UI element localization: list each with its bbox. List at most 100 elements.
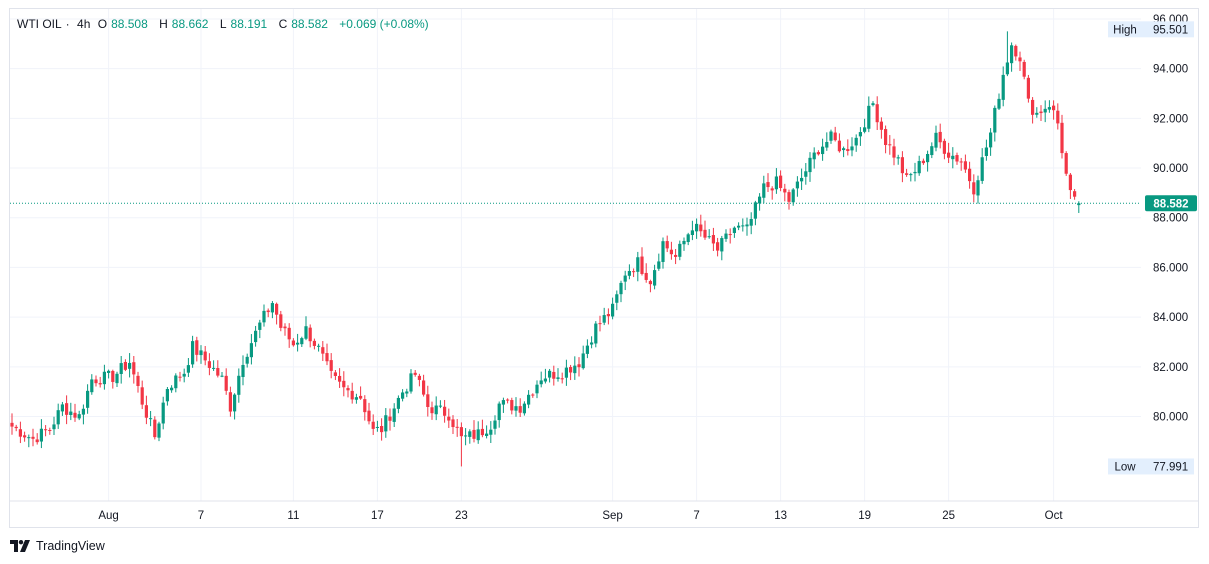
candle-body[interactable] [728,234,732,236]
candle-body[interactable] [60,404,64,412]
candle-body[interactable] [636,257,640,272]
candle-body[interactable] [451,419,455,428]
candle-body[interactable] [191,341,195,365]
candle-body[interactable] [111,370,115,382]
candle-body[interactable] [850,146,854,151]
candle-body[interactable] [993,107,997,133]
candle-body[interactable] [762,183,766,198]
candle-body[interactable] [283,326,287,329]
tradingview-logo[interactable]: TradingView [10,539,105,553]
candle-body[interactable] [413,372,417,375]
candle-body[interactable] [737,225,741,228]
candle-body[interactable] [787,192,791,202]
candle-body[interactable] [690,230,694,236]
candle-body[interactable] [720,238,724,252]
candle-body[interactable] [94,379,98,384]
candle-body[interactable] [926,154,930,163]
candle-body[interactable] [1031,99,1035,115]
candle-body[interactable] [438,405,442,407]
candle-body[interactable] [115,373,119,384]
candle-body[interactable] [909,174,913,176]
candle-body[interactable] [623,275,627,282]
candle-body[interactable] [573,365,577,374]
candle-body[interactable] [86,390,90,408]
candle-body[interactable] [157,423,161,438]
candle-body[interactable] [119,363,123,374]
candle-body[interactable] [485,433,489,436]
candle-body[interactable] [917,161,921,174]
candle-body[interactable] [527,394,531,405]
candle-body[interactable] [44,429,48,431]
candle-body[interactable] [921,160,925,164]
candle-body[interactable] [275,303,279,315]
candle-body[interactable] [312,340,316,346]
candle-body[interactable] [695,223,699,232]
candle-body[interactable] [539,380,543,385]
candle-body[interactable] [392,408,396,422]
candle-body[interactable] [430,407,434,414]
candle-body[interactable] [56,410,60,425]
candle-body[interactable] [674,254,678,257]
candle-body[interactable] [140,387,144,405]
candle-body[interactable] [153,419,157,438]
candle-body[interactable] [703,229,707,238]
candle-body[interactable] [228,392,232,412]
candle-body[interactable] [199,350,203,356]
candle-body[interactable] [1056,110,1060,124]
candle-body[interactable] [514,406,518,411]
candle-body[interactable] [510,400,514,411]
candle-body[interactable] [816,152,820,155]
candle-body[interactable] [758,196,762,204]
candle-body[interactable] [732,227,736,234]
candle-body[interactable] [955,155,959,162]
candle-body[interactable] [266,310,270,313]
candle-body[interactable] [123,361,127,370]
candle-body[interactable] [560,378,564,380]
candle-body[interactable] [640,256,644,274]
candle-body[interactable] [905,173,909,175]
candle-body[interactable] [39,428,43,442]
candle-body[interactable] [611,303,615,317]
candle-body[interactable] [1039,111,1043,114]
candle-body[interactable] [657,261,661,269]
candle-body[interactable] [1005,62,1009,75]
candle-body[interactable] [1077,203,1081,206]
candle-body[interactable] [237,375,241,395]
candle-body[interactable] [14,426,18,429]
candle-body[interactable] [699,224,703,232]
candle-body[interactable] [716,242,720,251]
candle-body[interactable] [963,161,967,170]
candle-body[interactable] [102,371,106,385]
candle-body[interactable] [947,152,951,158]
candle-body[interactable] [170,387,174,391]
candle-body[interactable] [648,281,652,285]
candle-body[interactable] [522,403,526,414]
candle-body[interactable] [804,171,808,177]
candle-body[interactable] [783,188,787,193]
candle-body[interactable] [422,380,426,395]
candle-body[interactable] [182,373,186,377]
candle-body[interactable] [132,362,136,375]
candle-body[interactable] [480,428,484,436]
candle-body[interactable] [829,131,833,141]
candle-body[interactable] [665,241,669,249]
candle-body[interactable] [459,427,463,437]
candle-body[interactable] [18,429,22,437]
candle-body[interactable] [77,414,81,419]
candle-body[interactable] [930,146,934,156]
candle-body[interactable] [375,426,379,428]
candle-body[interactable] [342,380,346,388]
candle-body[interactable] [220,375,224,377]
candle-body[interactable] [31,436,35,439]
candle-body[interactable] [552,371,556,379]
candle-body[interactable] [842,148,846,151]
candle-body[interactable] [434,405,438,415]
candle-body[interactable] [1022,61,1026,77]
candle-body[interactable] [644,272,648,280]
candle-body[interactable] [745,224,749,227]
candle-body[interactable] [892,146,896,158]
candle-body[interactable] [800,177,804,182]
candle-body[interactable] [669,249,673,255]
candle-body[interactable] [489,429,493,435]
